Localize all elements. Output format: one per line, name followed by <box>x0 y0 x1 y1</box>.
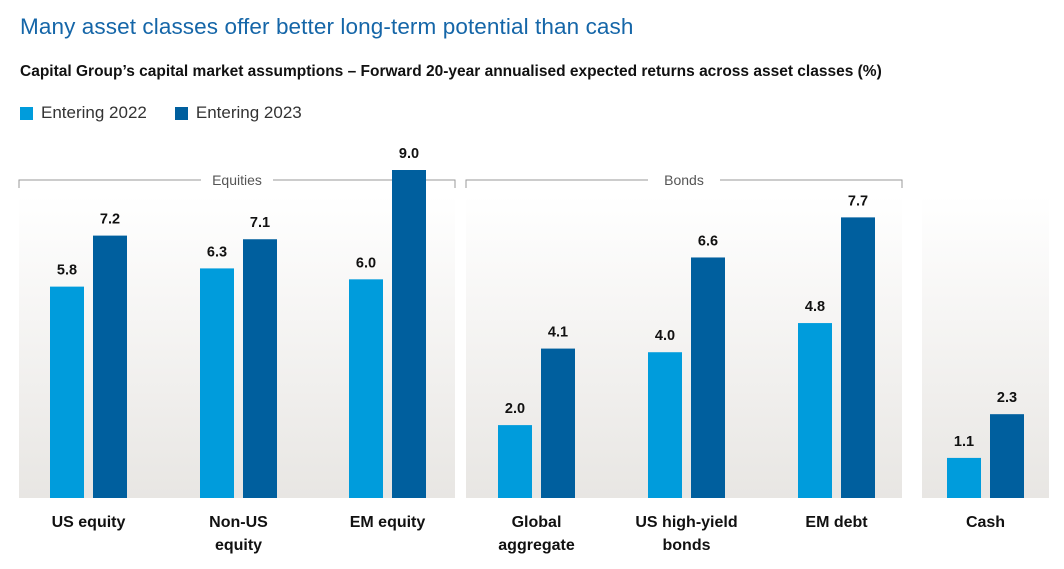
chart-title: Many asset classes offer better long-ter… <box>20 14 634 39</box>
category-label-cash: Cash <box>966 514 1005 531</box>
bar-us-high-yield-bonds-2023 <box>691 257 725 498</box>
bar-non-us-equity-2022 <box>200 268 234 498</box>
value-label-em-debt-2022: 4.8 <box>805 299 825 315</box>
bar-em-debt-2022 <box>798 323 832 498</box>
bar-cash-2022 <box>947 457 981 498</box>
panel-background-3 <box>922 195 1049 498</box>
category-label-em-equity: EM equity <box>350 514 426 531</box>
category-label-us-high-yield-bonds-line-2: bonds <box>663 537 711 554</box>
category-label-non-us-equity-line-1: Non-US <box>209 514 268 531</box>
bar-em-equity-2022 <box>349 279 383 498</box>
bar-em-debt-2023 <box>841 217 875 498</box>
value-label-us-equity-2023: 7.2 <box>100 212 120 228</box>
chart-subtitle: Capital Group’s capital market assumptio… <box>20 63 882 80</box>
bar-non-us-equity-2023 <box>243 239 277 498</box>
value-label-non-us-equity-2022: 6.3 <box>207 244 227 260</box>
legend-swatch-entering-2023 <box>174 106 188 120</box>
value-label-em-equity-2022: 6.0 <box>356 255 376 271</box>
panel-background-1 <box>19 195 455 498</box>
category-label-non-us-equity-line-2: equity <box>215 537 262 554</box>
legend-swatch-entering-2022 <box>20 106 33 120</box>
group-bracket-bonds <box>465 179 903 188</box>
legend-label-entering-2022: Entering 2022 <box>41 103 147 122</box>
bar-global-aggregate-2023 <box>541 348 575 498</box>
legend: Entering 2022 Entering 2023 <box>20 103 302 123</box>
group-label-equities: Equities <box>212 172 262 188</box>
value-label-cash-2022: 1.1 <box>954 434 974 450</box>
bar-us-high-yield-bonds-2022 <box>648 352 682 498</box>
group-bracket-equities <box>18 179 456 188</box>
value-label-non-us-equity-2023: 7.1 <box>250 215 270 231</box>
bar-us-equity-2023 <box>93 235 127 498</box>
category-label-em-debt: EM debt <box>805 514 868 531</box>
value-label-em-equity-2023: 9.0 <box>399 146 419 162</box>
category-label-us-high-yield-bonds-line-1: US high-yield <box>635 514 737 531</box>
legend-item-entering-2023: Entering 2023 <box>174 103 302 123</box>
bar-global-aggregate-2022 <box>498 425 532 498</box>
value-label-cash-2023: 2.3 <box>997 390 1017 406</box>
bar-cash-2023 <box>990 414 1024 498</box>
legend-item-entering-2022: Entering 2022 <box>20 103 147 123</box>
value-label-em-debt-2023: 7.7 <box>848 193 868 209</box>
value-label-us-high-yield-bonds-2022: 4.0 <box>655 328 675 344</box>
category-label-global-aggregate-line-1: Global <box>512 514 562 531</box>
bar-em-equity-2023 <box>392 170 426 498</box>
value-label-us-high-yield-bonds-2023: 6.6 <box>698 233 718 249</box>
group-label-bonds: Bonds <box>664 172 704 188</box>
category-label-global-aggregate-line-2: aggregate <box>498 537 575 554</box>
category-label-us-equity: US equity <box>52 514 126 531</box>
bar-us-equity-2022 <box>50 286 84 498</box>
value-label-us-equity-2022: 5.8 <box>57 263 77 279</box>
value-label-global-aggregate-2022: 2.0 <box>505 401 525 417</box>
value-label-global-aggregate-2023: 4.1 <box>548 325 568 341</box>
legend-label-entering-2023: Entering 2023 <box>195 103 302 122</box>
